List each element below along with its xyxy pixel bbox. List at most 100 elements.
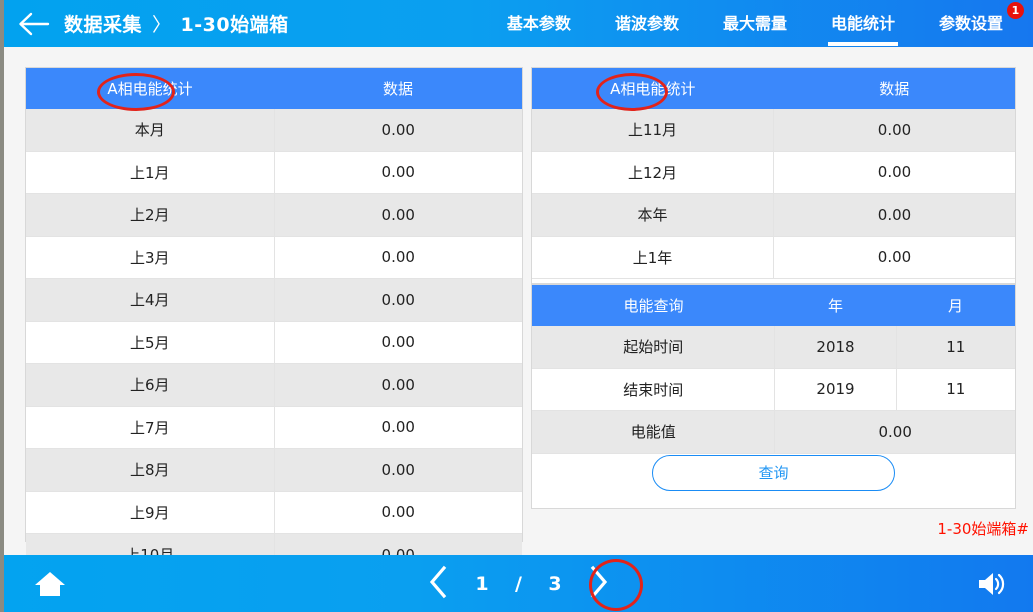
breadcrumb: 数据采集 〉 1-30始端箱 xyxy=(64,10,289,37)
row-label: 本年 xyxy=(532,193,774,237)
tab-label: 基本参数 xyxy=(506,14,571,33)
breadcrumb-separator-icon: 〉 xyxy=(152,14,172,36)
query-button[interactable]: 查询 xyxy=(652,455,895,492)
row-value: 0.00 xyxy=(274,236,522,279)
row-label: 上1年 xyxy=(532,236,774,279)
start-month-field[interactable]: 11 xyxy=(896,326,1015,369)
table-header-row: 电能查询 年 月 xyxy=(532,285,1015,326)
tab-label: 谐波参数 xyxy=(614,14,679,33)
page-separator: / xyxy=(515,572,522,595)
energy-value: 0.00 xyxy=(774,410,1015,454)
column-header-query: 电能查询 xyxy=(532,285,775,326)
column-header-category: A相电能统计 xyxy=(26,68,274,109)
back-button[interactable] xyxy=(4,0,64,47)
pagination: 1 / 3 xyxy=(4,555,1033,612)
column-header-data: 数据 xyxy=(773,68,1015,109)
speaker-icon xyxy=(979,572,1005,595)
next-page-button[interactable] xyxy=(588,565,610,603)
table-row[interactable]: 上12月 0.00 xyxy=(532,151,1015,194)
row-label: 上1月 xyxy=(26,151,275,194)
energy-query-card: 电能查询 年 月 起始时间 2018 11 结束时间 2019 11 xyxy=(531,284,1016,509)
start-time-row[interactable]: 起始时间 2018 11 xyxy=(532,326,1015,369)
total-page-number: 3 xyxy=(548,572,562,595)
table-header-row: A相电能统计 数据 xyxy=(26,68,522,109)
table-row[interactable]: 上5月 0.00 xyxy=(26,321,522,364)
notification-badge: 1 xyxy=(1007,2,1024,19)
breadcrumb-root[interactable]: 数据采集 xyxy=(64,14,143,36)
row-label: 上5月 xyxy=(26,321,275,364)
row-label: 上3月 xyxy=(26,236,275,279)
row-label: 上9月 xyxy=(26,491,275,534)
home-icon xyxy=(35,571,65,596)
row-value: 0.00 xyxy=(274,151,522,194)
row-label: 上2月 xyxy=(26,193,275,237)
column-header-category: A相电能统计 xyxy=(532,68,774,109)
tab-energy-statistics[interactable]: 电能统计 xyxy=(809,0,917,47)
row-value: 0.00 xyxy=(274,406,522,449)
bottom-nav-bar: 1 / 3 xyxy=(4,555,1033,612)
phase-a-monthly-energy-table: A相电能统计 数据 本月 0.00 上1月 0.00 上2月 0 xyxy=(26,68,522,577)
home-button[interactable] xyxy=(4,555,96,612)
phase-a-yearly-energy-card: A相电能统计 数据 上11月 0.00 上12月 0.00 本年 xyxy=(531,67,1016,284)
table-row[interactable]: 上8月 0.00 xyxy=(26,448,522,492)
table-row[interactable]: 上4月 0.00 xyxy=(26,278,522,322)
column-header-data: 数据 xyxy=(274,68,522,109)
tab-max-demand[interactable]: 最大需量 xyxy=(701,0,809,47)
row-label: 上4月 xyxy=(26,278,275,322)
sound-button[interactable] xyxy=(953,555,1033,612)
row-value: 0.00 xyxy=(274,193,522,237)
column-header-year: 年 xyxy=(774,285,897,326)
row-value: 0.00 xyxy=(274,278,522,322)
table-row[interactable]: 上11月 0.00 xyxy=(532,109,1015,152)
tab-harmonic-parameters[interactable]: 谐波参数 xyxy=(593,0,701,47)
table-row[interactable]: 上3月 0.00 xyxy=(26,236,522,279)
query-button-row: 查询 xyxy=(532,453,1015,493)
tab-parameter-settings[interactable]: 参数设置 1 xyxy=(917,0,1025,47)
row-label: 上7月 xyxy=(26,406,275,449)
tab-basic-parameters[interactable]: 基本参数 xyxy=(485,0,593,47)
tab-bar: 基本参数 谐波参数 最大需量 电能统计 参数设置 1 xyxy=(485,0,1033,47)
energy-value-row: 电能值 0.00 xyxy=(532,410,1015,454)
row-value: 0.00 xyxy=(773,236,1015,279)
device-note-text: 1-30始端箱# xyxy=(937,520,1029,538)
start-year-field[interactable]: 2018 xyxy=(774,326,897,369)
row-label: 上6月 xyxy=(26,363,275,407)
previous-page-button[interactable] xyxy=(427,565,449,603)
row-value: 0.00 xyxy=(773,193,1015,237)
energy-query-table: 电能查询 年 月 起始时间 2018 11 结束时间 2019 11 xyxy=(532,285,1015,493)
table-row[interactable]: 上2月 0.00 xyxy=(26,193,522,237)
table-row[interactable]: 上6月 0.00 xyxy=(26,363,522,407)
table-row[interactable]: 上9月 0.00 xyxy=(26,491,522,534)
table-row[interactable]: 上7月 0.00 xyxy=(26,406,522,449)
table-row[interactable]: 本月 0.00 xyxy=(26,109,522,152)
breadcrumb-current: 1-30始端箱 xyxy=(180,14,289,36)
row-label: 上8月 xyxy=(26,448,275,492)
table-row[interactable]: 上1年 0.00 xyxy=(532,236,1015,279)
phase-a-monthly-energy-card: A相电能统计 数据 本月 0.00 上1月 0.00 上2月 0 xyxy=(25,67,523,577)
table-header-row: A相电能统计 数据 xyxy=(532,68,1015,109)
row-value: 0.00 xyxy=(274,448,522,492)
row-value: 0.00 xyxy=(773,109,1015,152)
end-year-field[interactable]: 2019 xyxy=(774,368,897,411)
row-value: 0.00 xyxy=(274,321,522,364)
tab-label: 最大需量 xyxy=(722,14,787,33)
end-time-row[interactable]: 结束时间 2019 11 xyxy=(532,368,1015,411)
row-label: 电能值 xyxy=(532,410,776,454)
chevron-left-icon xyxy=(429,565,447,598)
table-row[interactable]: 上1月 0.00 xyxy=(26,151,522,194)
top-header-bar: 数据采集 〉 1-30始端箱 基本参数 谐波参数 最大需量 电能统计 参数设置 … xyxy=(4,0,1033,47)
query-button-cell: 查询 xyxy=(532,453,1015,493)
row-label: 结束时间 xyxy=(532,368,776,411)
end-month-field[interactable]: 11 xyxy=(896,368,1015,411)
back-arrow-icon xyxy=(19,12,50,35)
column-header-month: 月 xyxy=(896,285,1015,326)
table-row[interactable]: 本年 0.00 xyxy=(532,193,1015,237)
row-label: 上11月 xyxy=(532,109,774,152)
row-label: 起始时间 xyxy=(532,326,776,369)
row-value: 0.00 xyxy=(274,491,522,534)
tab-label: 参数设置 xyxy=(938,14,1003,33)
row-value: 0.00 xyxy=(274,363,522,407)
main-content: A相电能统计 数据 本月 0.00 上1月 0.00 上2月 0 xyxy=(4,47,1033,577)
row-label: 上12月 xyxy=(532,151,774,194)
